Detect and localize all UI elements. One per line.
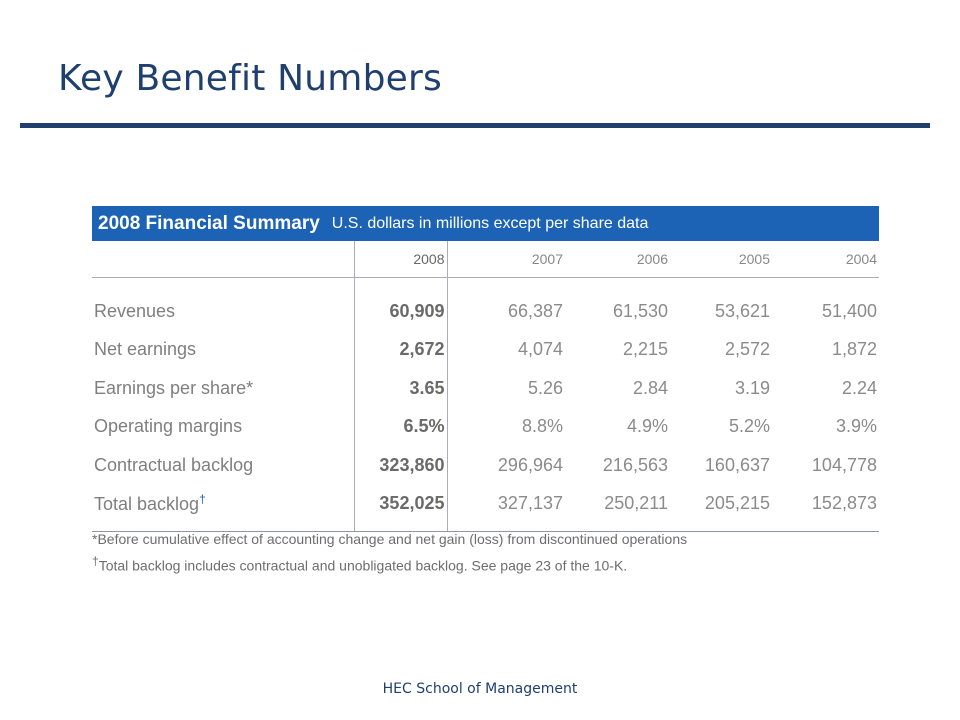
table-row: Earnings per share* 3.65 5.26 2.84 3.19 … bbox=[92, 369, 879, 408]
table-row: Contractual backlog 323,860 296,964 216,… bbox=[92, 446, 879, 485]
table-cell: 152,873 bbox=[811, 493, 877, 514]
title-divider bbox=[20, 123, 930, 128]
table-cell: 3.19 bbox=[734, 377, 770, 398]
footnote-text: *Before cumulative effect of accounting … bbox=[92, 531, 688, 547]
financial-summary-table: 2008 Financial Summary U.S. dollars in m… bbox=[92, 206, 879, 532]
slide-footer: HEC School of Management bbox=[382, 681, 578, 697]
row-label-header bbox=[92, 241, 354, 278]
table-cell: 104,778 bbox=[811, 454, 877, 475]
row-label: Total backlog† bbox=[92, 485, 354, 532]
table-cell: 2.84 bbox=[632, 377, 668, 398]
table-cell: 5.2% bbox=[728, 416, 770, 437]
table-cell: 160,637 bbox=[704, 454, 770, 475]
table-cell: 2,215 bbox=[622, 339, 668, 360]
row-label: Contractual backlog bbox=[94, 454, 254, 475]
year-header-row: 2008 2007 2006 2005 2004 bbox=[92, 241, 879, 278]
table-title: 2008 Financial Summary bbox=[98, 212, 320, 234]
table-cell: 8.8% bbox=[521, 416, 563, 437]
table-cell: 352,025 bbox=[353, 484, 448, 531]
table-cell: 6.5% bbox=[353, 407, 448, 446]
table-cell: 296,964 bbox=[497, 454, 563, 475]
table-cell: 66,387 bbox=[507, 300, 563, 321]
table-cell: 51,400 bbox=[821, 300, 877, 321]
table-cell: 323,860 bbox=[353, 446, 448, 485]
table-cell: 60,909 bbox=[353, 277, 448, 331]
footnote: *Before cumulative effect of accounting … bbox=[92, 528, 687, 550]
table-bottom-rule bbox=[92, 531, 879, 532]
table-header-bar: 2008 Financial Summary U.S. dollars in m… bbox=[92, 206, 879, 241]
table-cell: 61,530 bbox=[612, 300, 668, 321]
table-cell: 2.24 bbox=[841, 377, 877, 398]
table-row: Revenues 60,909 66,387 61,530 53,621 51,… bbox=[92, 277, 879, 331]
year-header: 2004 bbox=[772, 241, 879, 278]
footnote-text: Total backlog includes contractual and u… bbox=[98, 557, 628, 574]
table-cell: 250,211 bbox=[604, 493, 668, 514]
row-label: Earnings per share* bbox=[94, 377, 254, 398]
table-cell: 5.26 bbox=[527, 377, 563, 398]
table-cell: 3.9% bbox=[835, 416, 877, 437]
table-row: Total backlog† 352,025 327,137 250,211 2… bbox=[92, 484, 879, 532]
table-cell: 4,074 bbox=[517, 339, 563, 360]
table-subtitle: U.S. dollars in millions except per shar… bbox=[331, 214, 649, 232]
table-row: Net earnings 2,672 4,074 2,215 2,572 1,8… bbox=[92, 330, 879, 369]
table-cell: 53,621 bbox=[714, 300, 770, 321]
footnotes: *Before cumulative effect of accounting … bbox=[92, 528, 687, 577]
slide-title: Key Benefit Numbers bbox=[58, 58, 442, 99]
table-cell: 205,215 bbox=[704, 493, 770, 514]
footnote: †Total backlog includes contractual and … bbox=[92, 550, 687, 577]
row-label: Net earnings bbox=[94, 339, 197, 360]
dagger-mark: † bbox=[92, 554, 99, 568]
table-cell: 2,572 bbox=[724, 339, 770, 360]
dagger-mark: † bbox=[199, 492, 206, 507]
table-cell: 4.9% bbox=[626, 416, 668, 437]
table-cell: 216,563 bbox=[602, 454, 668, 475]
year-header: 2005 bbox=[670, 241, 772, 278]
table-row: Operating margins 6.5% 8.8% 4.9% 5.2% 3.… bbox=[92, 407, 879, 446]
row-label: Operating margins bbox=[94, 416, 243, 437]
table-cell: 327,137 bbox=[497, 493, 563, 514]
row-label-text: Total backlog bbox=[94, 494, 200, 515]
year-header: 2006 bbox=[565, 241, 670, 278]
table-cell: 3.65 bbox=[353, 369, 448, 408]
table-cell: 1,872 bbox=[831, 339, 877, 360]
year-header: 2007 bbox=[447, 241, 565, 278]
summary-grid: 2008 2007 2006 2005 2004 Revenues 60,909… bbox=[92, 241, 879, 531]
year-header: 2008 bbox=[353, 241, 448, 278]
row-label: Revenues bbox=[94, 300, 176, 321]
table-cell: 2,672 bbox=[353, 330, 448, 369]
